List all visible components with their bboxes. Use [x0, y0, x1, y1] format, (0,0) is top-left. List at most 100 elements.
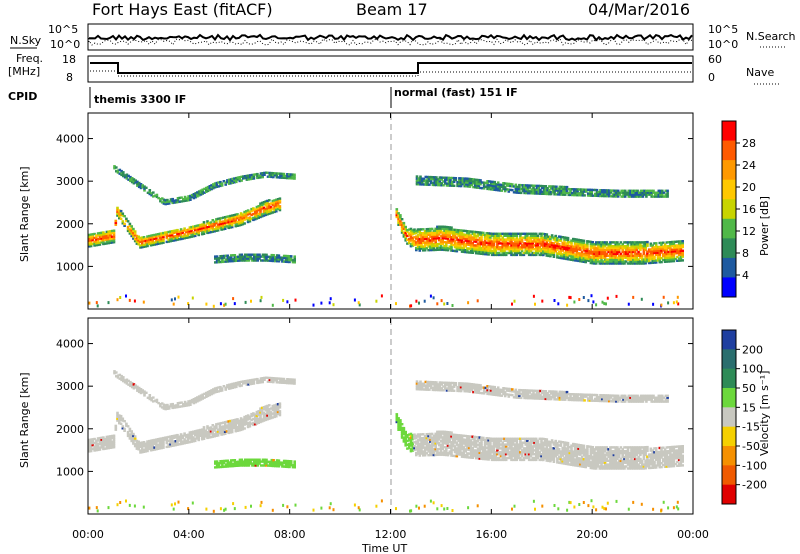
velocity-echo-cell — [107, 445, 110, 448]
velocity-echo-cell — [155, 440, 158, 443]
power-echo-cell — [474, 236, 478, 240]
power-echo-cell — [109, 232, 112, 235]
power-echo-cell — [639, 191, 643, 194]
power-echo-cell — [586, 257, 589, 260]
power-echo-cell — [533, 232, 536, 235]
power-echo-cell — [248, 216, 252, 219]
power-echo-cell — [565, 191, 569, 195]
power-echo-cell — [465, 185, 468, 188]
velocity-echo-cell — [137, 444, 140, 447]
power-echo-cell — [132, 235, 135, 238]
velocity-echo-cell — [252, 417, 255, 421]
power-echo-cell — [418, 249, 422, 252]
power-echo-cell — [429, 294, 432, 298]
power-echo-cell — [593, 246, 596, 250]
power-echo-cell — [679, 249, 683, 253]
velocity-echo-cell — [483, 454, 487, 457]
power-echo-cell — [205, 190, 208, 193]
power-echo-cell — [148, 190, 152, 194]
power-echo-cell — [607, 245, 610, 248]
power-echo-cell — [604, 191, 608, 194]
power-echo-cell — [144, 241, 148, 244]
velocity-echo-cell — [193, 439, 197, 443]
velocity-echo-cell — [415, 446, 418, 449]
power-echo-cell — [432, 243, 436, 246]
velocity-echo-cell — [453, 447, 457, 450]
velocity-echo-cell — [182, 404, 185, 408]
power-echo-cell — [478, 250, 482, 253]
power-echo-cell — [441, 240, 444, 244]
power-echo-cell — [188, 228, 192, 231]
power-echo-cell — [610, 246, 614, 250]
velocity-echo-cell — [415, 452, 418, 455]
power-echo-cell — [534, 242, 538, 245]
velocity-echo-cell — [93, 449, 96, 452]
power-echo-cell — [266, 201, 269, 204]
power-echo-cell — [214, 255, 217, 258]
power-echo-cell — [194, 192, 197, 195]
velocity-echo-cell — [222, 465, 226, 468]
power-echo-cell — [579, 239, 582, 242]
power-echo-cell — [415, 183, 419, 186]
power-echo-cell — [473, 180, 477, 183]
power-echo-cell — [633, 254, 637, 257]
power-echo-cell — [570, 258, 573, 261]
power-echo-cell — [584, 247, 587, 250]
power-echo-cell — [593, 192, 597, 196]
power-echo-cell — [261, 173, 264, 177]
velocity-echo-cell — [453, 454, 457, 458]
power-echo-cell — [623, 193, 627, 196]
velocity-echo-cell — [199, 428, 202, 432]
power-echo-cell — [245, 217, 248, 221]
velocity-echo-cell — [98, 440, 102, 444]
power-echo-cell — [577, 254, 580, 257]
power-echo-cell — [249, 174, 252, 177]
velocity-echo-cell — [245, 418, 248, 422]
power-echo-cell — [259, 176, 263, 179]
velocity-echo-cell — [202, 435, 206, 438]
velocity-echo-cell — [162, 403, 166, 406]
power-echo-cell — [252, 175, 256, 178]
power-echo-cell — [524, 251, 527, 255]
power-echo-cell — [466, 251, 469, 254]
power-echo-cell — [672, 244, 676, 247]
power-echo-cell — [563, 193, 567, 196]
power-echo-cell — [223, 216, 227, 219]
power-echo-cell — [599, 189, 602, 192]
power-echo-cell — [467, 241, 471, 245]
power-echo-cell — [476, 233, 480, 236]
power-echo-cell — [91, 237, 95, 240]
power-echo-cell — [222, 254, 226, 258]
power-echo-cell — [460, 239, 464, 242]
power-echo-cell — [574, 188, 578, 191]
power-echo-cell — [504, 253, 508, 257]
velocity-echo-cell — [95, 447, 98, 450]
power-echo-cell — [485, 249, 489, 252]
velocity-echo-cell — [478, 444, 482, 447]
power-echo-cell — [450, 237, 453, 241]
power-echo-cell — [140, 236, 144, 239]
power-echo-cell — [459, 231, 462, 234]
power-echo-cell — [264, 213, 268, 217]
power-echo-cell — [632, 241, 635, 244]
power-echo-cell — [251, 259, 254, 262]
velocity-echo-cell — [266, 408, 269, 411]
power-echo-cell — [240, 175, 243, 178]
velocity-echo-cell — [240, 460, 244, 463]
power-echo-cell — [543, 252, 547, 255]
power-echo-cell — [221, 254, 224, 258]
power-echo-cell — [607, 243, 610, 246]
velocity-echo-cell — [165, 441, 169, 445]
power-echo-cell — [626, 256, 630, 259]
velocity-echo-cell — [432, 449, 436, 453]
power-echo-cell — [230, 220, 234, 223]
power-echo-cell — [676, 240, 679, 243]
power-echo-cell — [550, 245, 554, 249]
velocity-echo-cell — [490, 458, 494, 462]
power-echo-cell — [493, 188, 496, 191]
power-echo-cell — [289, 175, 293, 178]
power-echo-cell — [160, 236, 163, 239]
power-echo-cell — [577, 248, 580, 251]
power-echo-cell — [513, 251, 517, 255]
power-echo-cell — [572, 188, 576, 191]
